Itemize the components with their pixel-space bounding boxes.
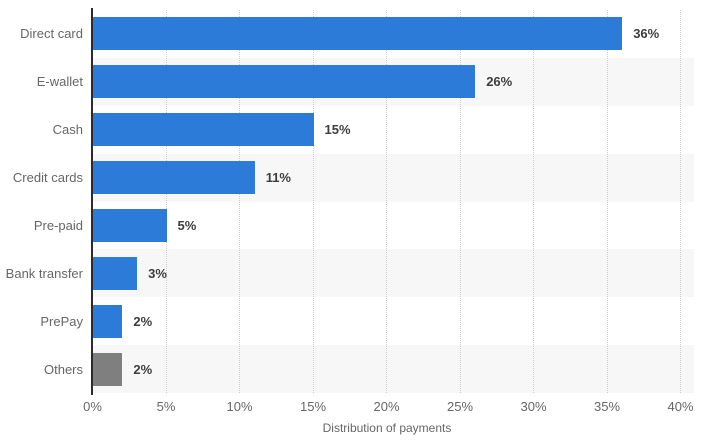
chart-row: 11%: [93, 154, 694, 202]
category-label: PrePay: [40, 313, 83, 329]
gridline: [239, 10, 240, 393]
bar-direct-card: [93, 17, 623, 51]
gridline: [312, 10, 314, 393]
category-label: Pre-paid: [33, 217, 83, 233]
bar-value-label: 2%: [133, 313, 153, 329]
gridline: [680, 10, 681, 393]
category-label: Others: [43, 361, 83, 377]
category-label: Credit cards: [12, 170, 83, 186]
gridline: [459, 10, 461, 393]
x-tick-label: 0%: [83, 399, 102, 414]
bar-others: [93, 352, 123, 386]
gridline: [606, 10, 608, 393]
bar-value-label: 26%: [486, 74, 513, 90]
chart-row: 3%: [93, 249, 694, 297]
bar-prepay: [93, 304, 123, 338]
bar-value-label: 2%: [133, 361, 153, 377]
bar-value-label: 11%: [265, 170, 291, 186]
x-tick-label: 30%: [520, 399, 547, 414]
y-axis-line: [91, 8, 93, 395]
bar-value-label: 3%: [148, 265, 167, 281]
bar-e-wallet: [93, 65, 476, 99]
bar-value-label: 15%: [324, 122, 351, 138]
category-label: Direct card: [20, 26, 83, 42]
chart-row: 36%: [93, 10, 694, 58]
category-label: E-wallet: [36, 74, 83, 90]
bar-pre-paid: [93, 208, 167, 242]
chart-row: 2%: [93, 345, 694, 393]
x-axis-title: Distribution of payments: [322, 421, 452, 435]
gridline: [165, 10, 167, 393]
plot-area: 36% 26% 15% 11% 5% 3% 2% 2%: [91, 8, 694, 395]
category-labels: Direct card E-wallet Cash Credit cards Pre-p…: [0, 10, 83, 393]
row-band: [93, 345, 694, 393]
chart-row: 2%: [93, 297, 694, 345]
x-tick-label: 20%: [373, 399, 400, 414]
x-tick-label: 5%: [156, 399, 176, 414]
chart-row: 5%: [93, 202, 694, 250]
x-tick-label: 10%: [226, 399, 253, 414]
x-axis-tick-labels: 0% 5% 10% 15% 20% 25% 30% 35% 40%: [0, 399, 702, 415]
x-tick-label: 15%: [299, 399, 327, 414]
bar-credit-cards: [93, 161, 255, 195]
bar-bank-transfer: [93, 256, 138, 290]
bar-value-label: 36%: [633, 26, 660, 42]
chart-row: 15%: [93, 106, 694, 154]
row-band: [93, 249, 694, 298]
x-tick-label: 25%: [446, 399, 474, 414]
x-tick-label: 35%: [593, 399, 621, 414]
category-label: Bank transfer: [5, 265, 83, 281]
x-tick-label: 40%: [667, 399, 694, 414]
gridline: [533, 10, 534, 393]
bar-value-label: 5%: [177, 217, 197, 233]
chart-row: 26%: [93, 58, 694, 106]
category-label: Cash: [52, 122, 83, 138]
bar-cash: [93, 113, 314, 147]
gridline: [386, 10, 387, 393]
